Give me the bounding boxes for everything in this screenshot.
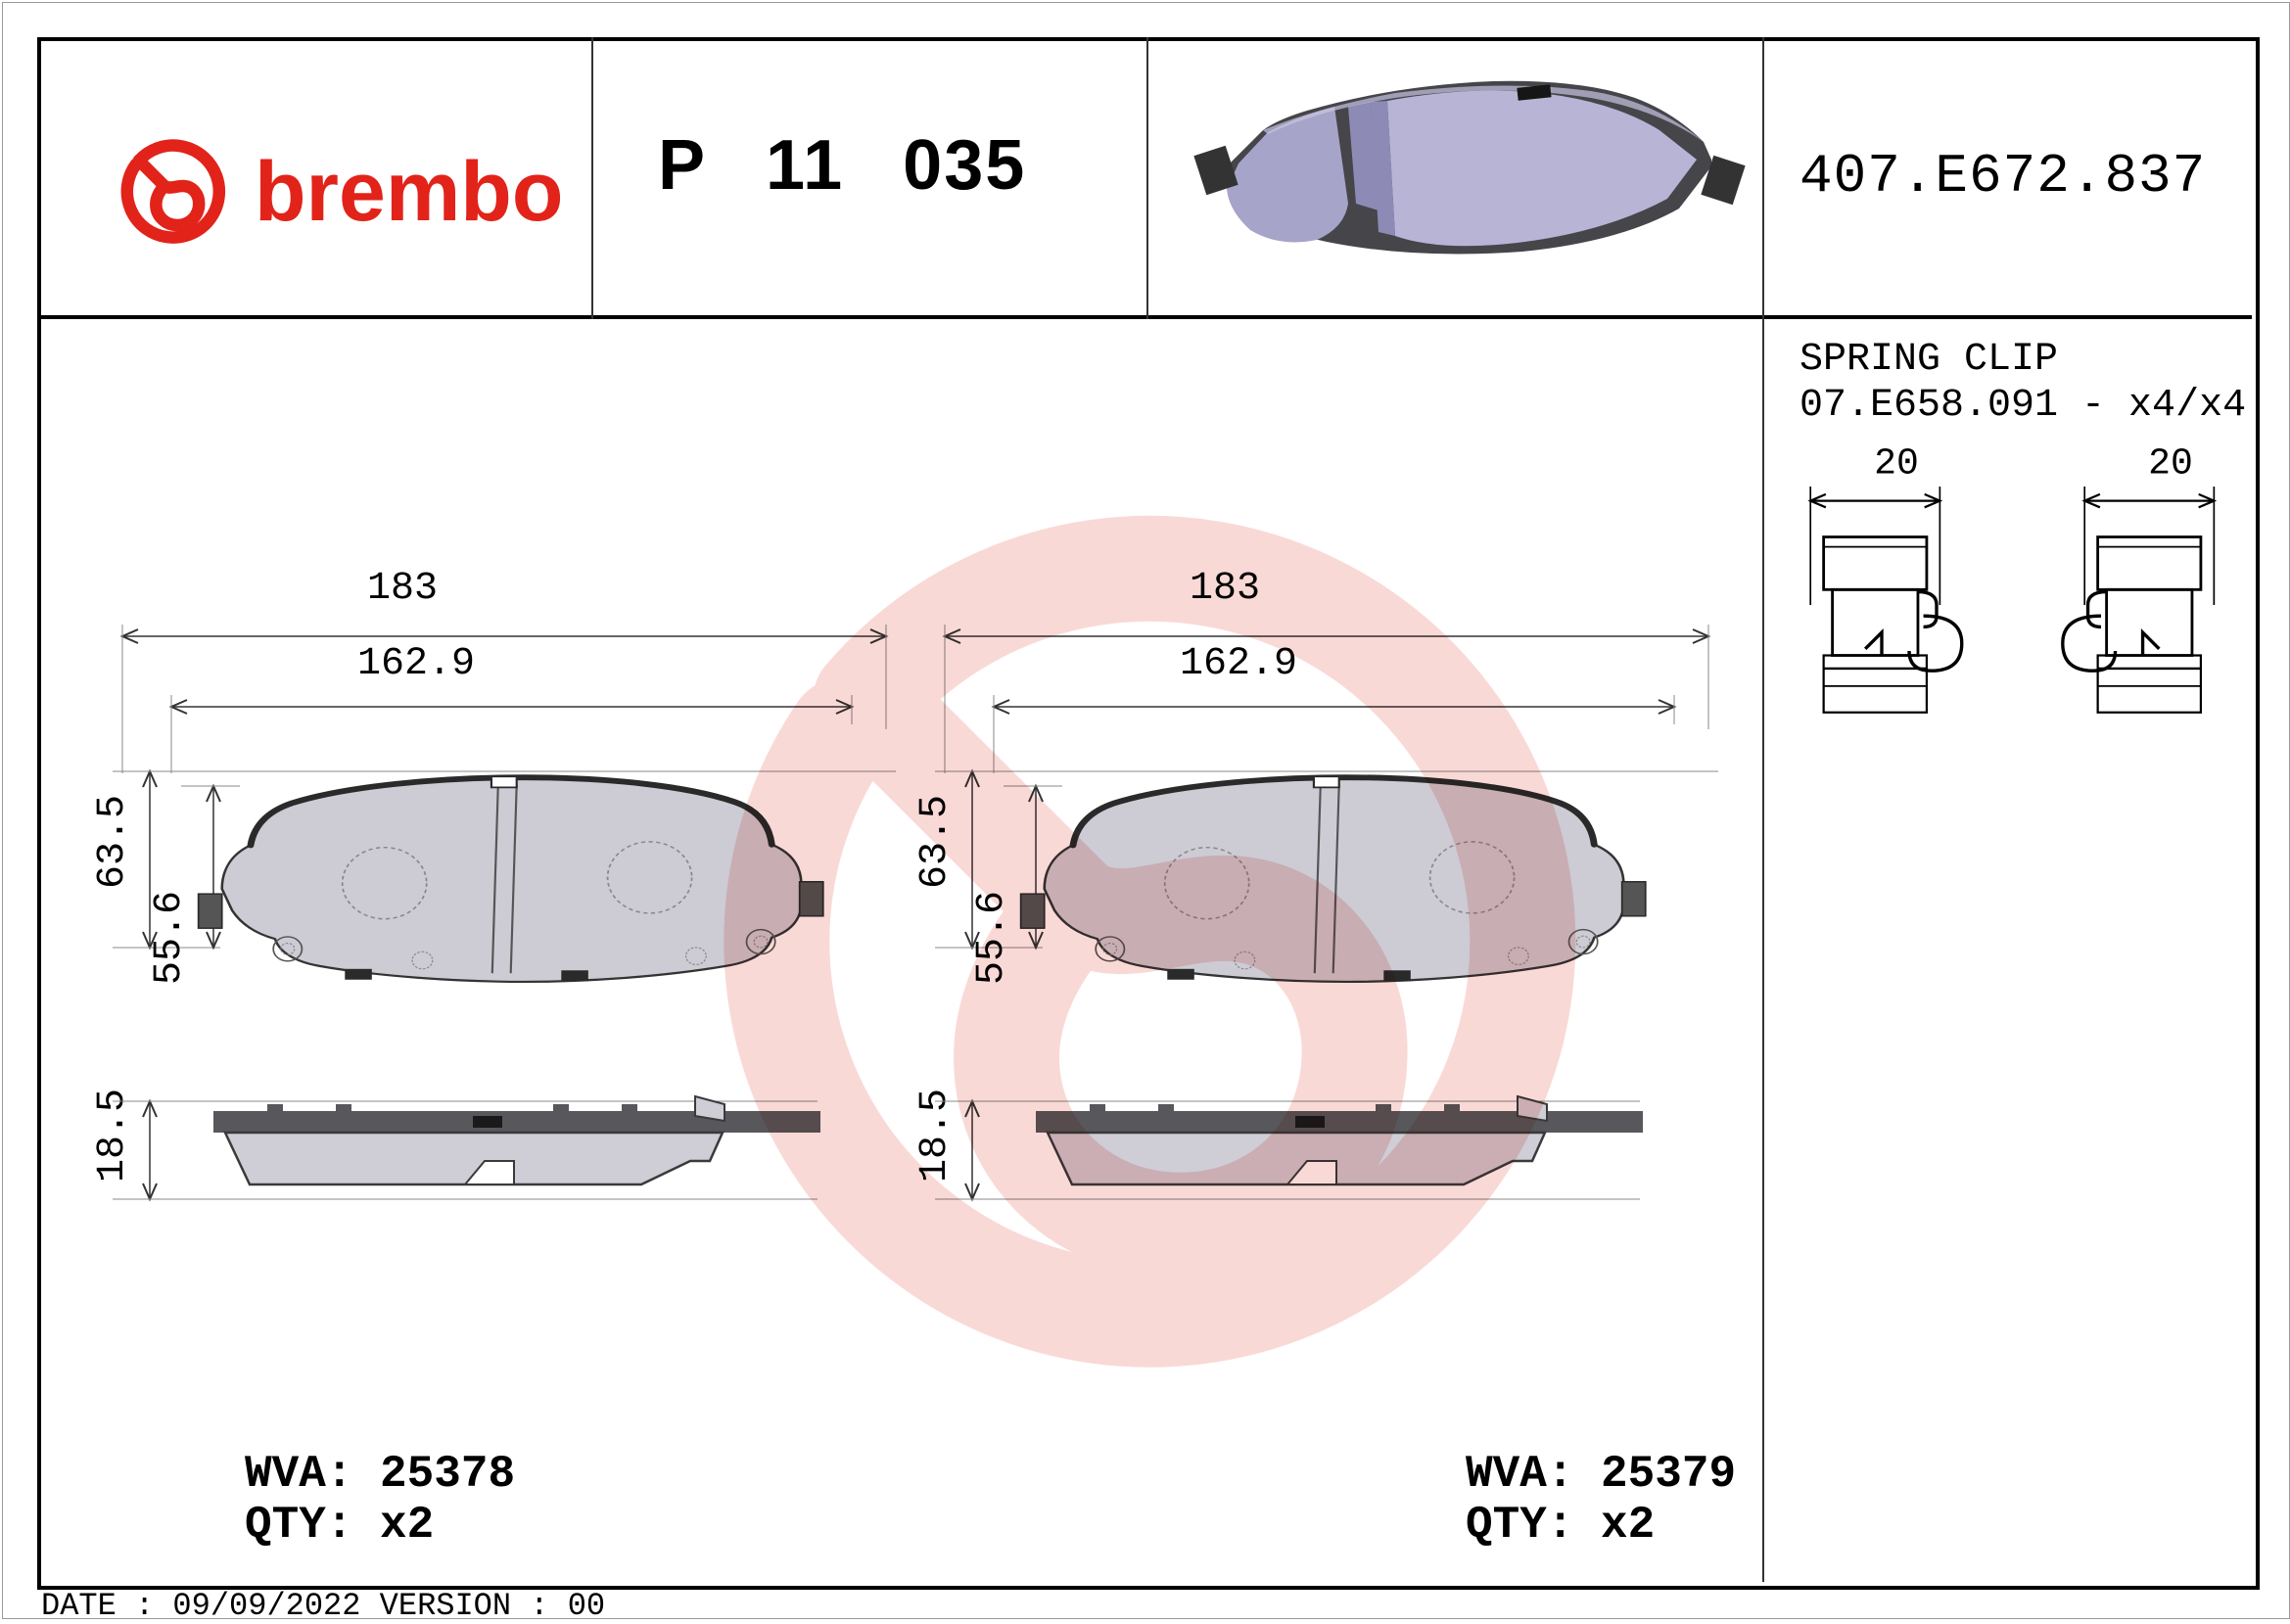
svg-text:55.6: 55.6 xyxy=(148,891,192,985)
svg-text:18.5: 18.5 xyxy=(915,1089,958,1183)
svg-text:20: 20 xyxy=(1874,443,1919,486)
svg-text:63.5: 63.5 xyxy=(915,795,958,889)
svg-text:183: 183 xyxy=(367,567,438,611)
svg-text:55.6: 55.6 xyxy=(970,891,1014,985)
svg-text:63.5: 63.5 xyxy=(93,795,135,889)
svg-text:20: 20 xyxy=(2148,443,2193,486)
svg-text:162.9: 162.9 xyxy=(357,642,475,686)
svg-text:18.5: 18.5 xyxy=(93,1089,135,1183)
svg-text:183: 183 xyxy=(1190,567,1260,611)
svg-text:162.9: 162.9 xyxy=(1180,642,1297,686)
svg-text:brembo: brembo xyxy=(255,145,563,239)
